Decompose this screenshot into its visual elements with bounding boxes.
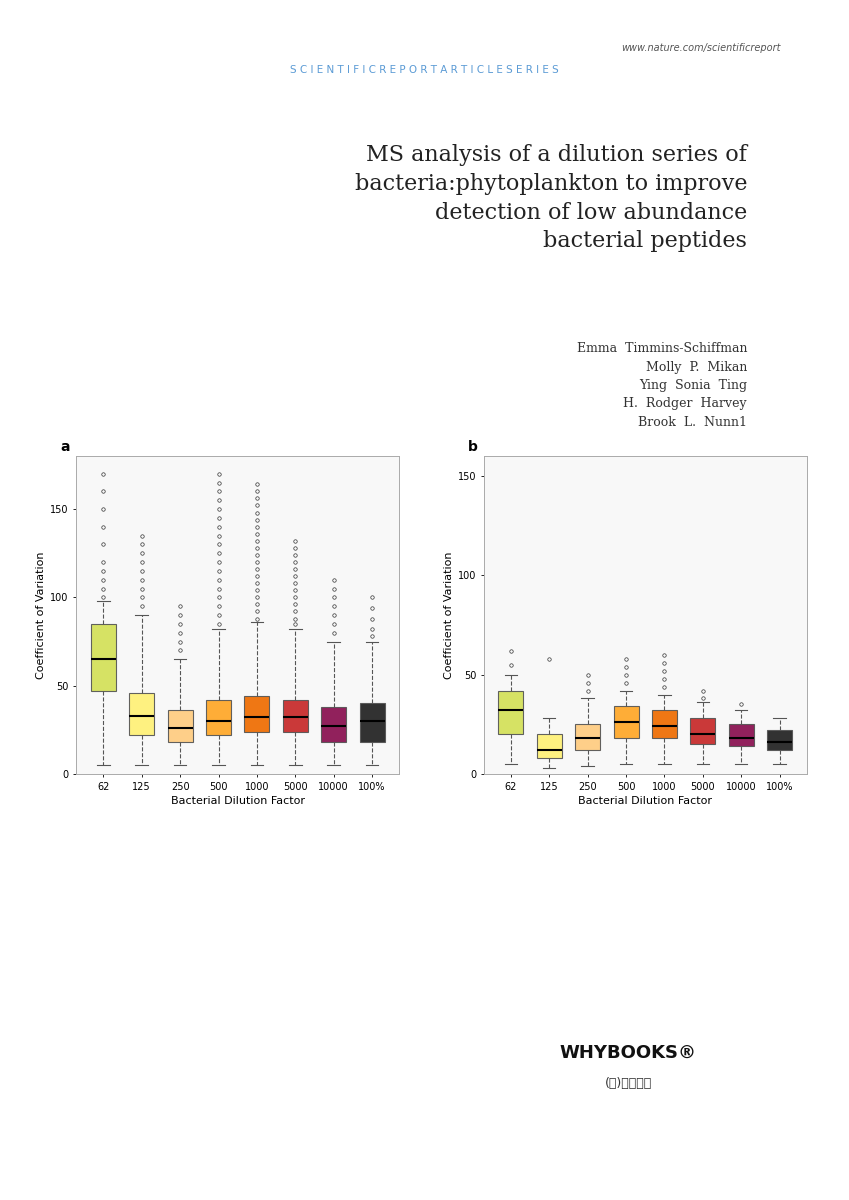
PathPatch shape <box>767 731 792 750</box>
PathPatch shape <box>537 734 562 758</box>
Y-axis label: Coefficient of Variation: Coefficient of Variation <box>444 551 453 679</box>
PathPatch shape <box>360 703 385 742</box>
PathPatch shape <box>129 692 155 736</box>
X-axis label: Bacterial Dilution Factor: Bacterial Dilution Factor <box>171 796 305 806</box>
PathPatch shape <box>498 690 523 734</box>
Text: MS analysis of a dilution series of
bacteria:phytoplankton to improve
detection : MS analysis of a dilution series of bact… <box>355 144 747 252</box>
Text: Emma  Timmins-Schiffman
Molly  P.  Mikan
Ying  Sonia  Ting
H.  Rodger  Harvey
Br: Emma Timmins-Schiffman Molly P. Mikan Yi… <box>576 342 747 428</box>
Text: www.nature.com/scientificreport: www.nature.com/scientificreport <box>621 43 781 53</box>
PathPatch shape <box>245 696 269 732</box>
Text: (주)와이북스: (주)와이북스 <box>604 1076 652 1090</box>
Text: WHYBOOKS®: WHYBOOKS® <box>559 1044 697 1062</box>
Y-axis label: Coefficient of Variation: Coefficient of Variation <box>37 551 46 679</box>
PathPatch shape <box>652 710 677 738</box>
Text: S C I E N T I F I C R E P O R T A R T I C L E S E R I E S: S C I E N T I F I C R E P O R T A R T I … <box>290 65 559 74</box>
Text: a: a <box>60 440 70 454</box>
PathPatch shape <box>575 725 600 750</box>
PathPatch shape <box>283 700 308 732</box>
PathPatch shape <box>91 624 115 691</box>
PathPatch shape <box>321 707 346 742</box>
PathPatch shape <box>690 719 716 744</box>
X-axis label: Bacterial Dilution Factor: Bacterial Dilution Factor <box>578 796 712 806</box>
PathPatch shape <box>206 700 231 736</box>
PathPatch shape <box>614 707 638 738</box>
PathPatch shape <box>167 710 193 742</box>
PathPatch shape <box>728 725 754 746</box>
Text: b: b <box>468 440 478 454</box>
